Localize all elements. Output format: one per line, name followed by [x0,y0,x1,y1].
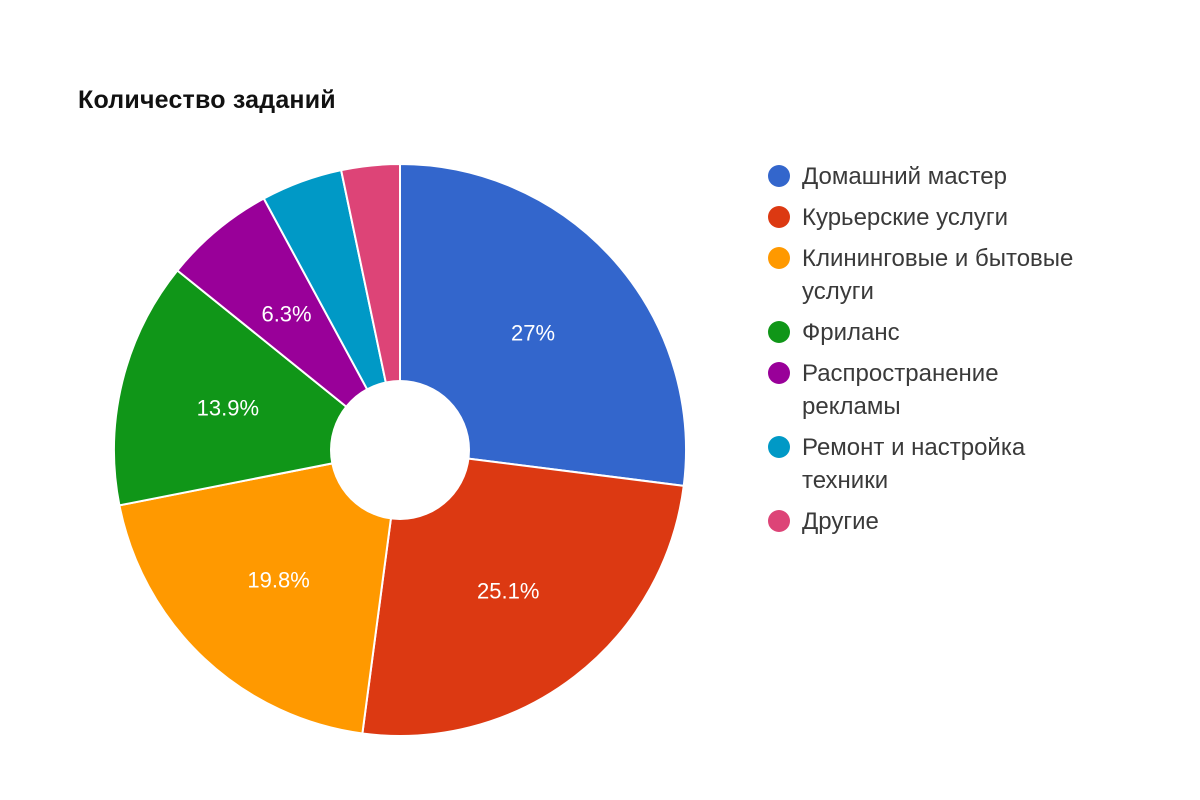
legend-dot-icon [768,206,790,228]
legend-label: Распространение рекламы [802,360,999,420]
pie-slice[interactable] [361,448,685,737]
slice-percent-label: 13.9% [197,396,259,421]
pie-slice[interactable] [118,448,402,735]
pie-slice[interactable] [175,197,401,451]
legend-item[interactable]: Распространение рекламы [768,357,1168,423]
legend-item[interactable]: Клининговые и бытовые услуги [768,242,1168,308]
legend-label: Ремонт и настройка техники [802,434,1026,494]
legend-dot-icon [768,165,790,187]
pie-slice[interactable] [113,269,403,507]
pie-slice[interactable] [339,162,401,451]
legend-dot-icon [768,247,790,269]
legend-item[interactable]: Курьерские услуги [768,201,1168,234]
legend-item[interactable]: Фриланс [768,316,1168,349]
slice-percent-label: 27% [511,321,555,346]
legend-label: Другие [802,508,879,535]
slice-percent-label: 19.8% [247,567,309,592]
legend-dot-icon [768,436,790,458]
legend-dot-icon [768,362,790,384]
legend-item[interactable]: Ремонт и настройка техники [768,431,1168,497]
legend-dot-icon [768,321,790,343]
legend-item[interactable]: Другие [768,505,1168,538]
slice-percent-label: 25.1% [477,578,539,603]
legend-label: Фриланс [802,319,900,346]
pie-slice[interactable] [399,162,687,487]
legend-item[interactable]: Домашний мастер [768,160,1168,193]
legend-label: Клининговые и бытовые услуги [802,245,1074,305]
legend-dot-icon [768,510,790,532]
legend-label: Домашний мастер [802,163,1007,190]
chart-title: Количество заданий [78,86,336,114]
donut-hole [330,380,470,520]
chart-legend: Домашний мастер Курьерские услуги Клинин… [768,160,1168,546]
donut-chart: 27% 25.1% 19.8% 13.9% 6.3% [113,162,687,737]
legend-label: Курьерские услуги [802,204,1009,231]
slice-percent-label: 6.3% [261,302,311,327]
